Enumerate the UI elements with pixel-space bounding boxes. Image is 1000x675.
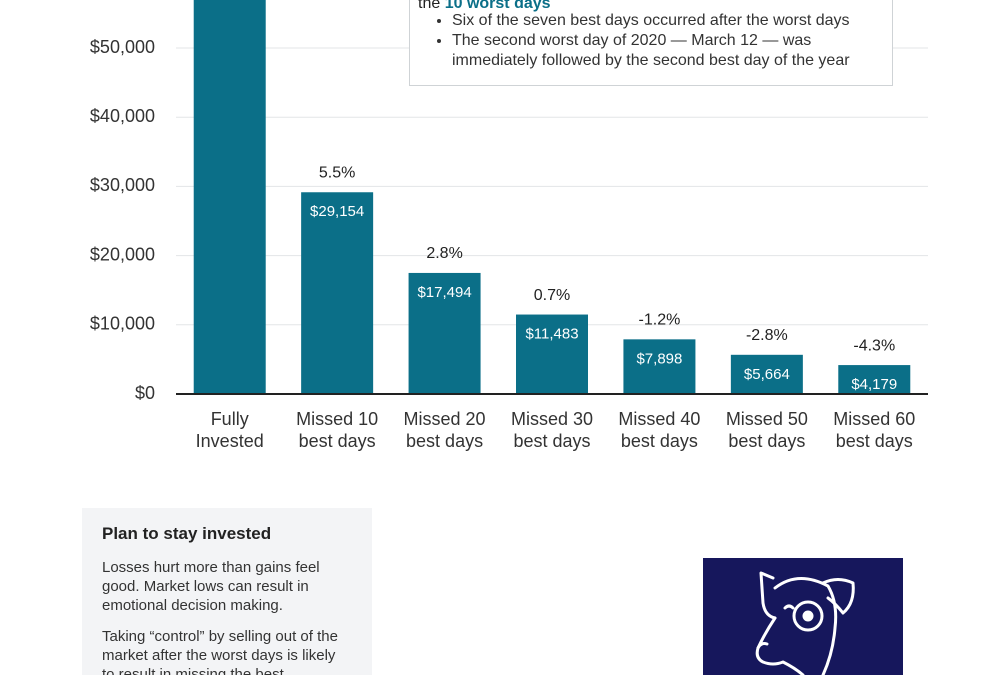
- x-tick-label: Missed 40 best days: [618, 409, 701, 451]
- y-tick-label: $20,000: [90, 244, 155, 264]
- chart: $0 $10,000 $20,000 $30,000 $40,000 $50,000 $29…: [90, 0, 928, 403]
- callout: the 10 worst days Six of the seven best …: [409, 0, 893, 86]
- y-tick-label: $50,000: [90, 37, 155, 57]
- return-label: 2.8%: [426, 245, 462, 262]
- value-label: $7,898: [636, 350, 682, 367]
- callout-bullet: The second worst day of 2020 — March 12 …: [452, 31, 892, 71]
- bar: [516, 314, 588, 394]
- x-tick-label: Missed 60 best days: [833, 409, 916, 451]
- bar: [623, 339, 696, 394]
- value-label: $4,179: [851, 376, 897, 393]
- bar: [408, 272, 481, 394]
- return-label: -2.8%: [746, 327, 788, 344]
- sidebar-title: Plan to stay invested: [102, 524, 272, 543]
- value-label: $17,494: [417, 284, 471, 301]
- sidebar-paragraph: Losses hurt more than gains feel good. M…: [102, 559, 320, 614]
- x-tick-label: Missed 30 best days: [510, 409, 594, 451]
- bar: [730, 354, 803, 394]
- callout-heading-emphasis: 10 worst days: [444, 0, 551, 12]
- y-tick-label: $30,000: [90, 175, 155, 195]
- logo: [703, 558, 903, 675]
- y-tick-label: $40,000: [90, 106, 155, 126]
- return-label: -4.3%: [853, 337, 895, 354]
- bar: [838, 365, 911, 394]
- callout-list: Six of the seven best days occurred afte…: [426, 11, 892, 71]
- sidebar-paragraph: Taking “control” by selling out of the m…: [102, 628, 338, 675]
- y-tick-label: $0: [135, 383, 155, 403]
- return-label: -1.2%: [639, 312, 681, 329]
- bar: [193, 0, 266, 395]
- value-label: $29,154: [310, 203, 364, 220]
- value-label: $5,664: [744, 366, 790, 383]
- return-label: 5.5%: [319, 164, 355, 181]
- x-tick-label: Missed 50 best days: [725, 409, 808, 451]
- callout-heading: the 10 worst days: [418, 0, 551, 13]
- value-label: $11,483: [525, 326, 578, 343]
- sidebar: Plan to stay invested Losses hurt more t…: [82, 508, 372, 675]
- x-tick-label: Missed 10 best days: [296, 409, 379, 451]
- x-tick-label: Fully Invested: [195, 409, 264, 451]
- return-label: 0.7%: [534, 287, 570, 304]
- y-tick-label: $10,000: [90, 314, 155, 334]
- callout-bullet: Six of the seven best days occurred afte…: [452, 11, 892, 31]
- bar: [301, 192, 374, 394]
- logo-dog: [755, 571, 855, 675]
- x-tick-label: Missed 20 best days: [403, 409, 486, 451]
- callout-heading-text: the: [418, 0, 441, 12]
